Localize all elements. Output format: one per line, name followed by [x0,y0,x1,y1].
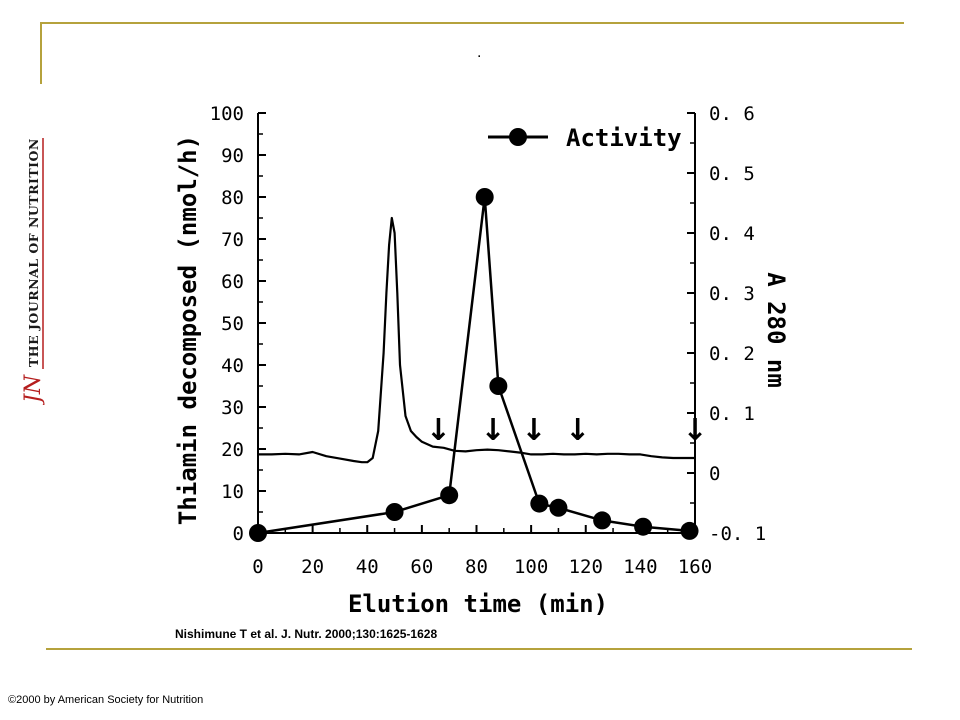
right-axis-tick-label: 0. 1 [709,403,755,425]
copyright-text: ©2000 by American Society for Nutrition [8,694,204,706]
left-axis-tick-label: 100 [210,103,244,125]
legend-marker [509,128,527,146]
a280-series [258,216,695,464]
y-right-axis-title: A 280 nm [762,272,790,388]
logo-journal-name: THE JOURNAL OF NUTRITION [26,138,41,367]
fraction-arrow: ↓ [521,413,546,448]
right-axis-tick-label: 0. 4 [709,223,755,245]
citation-text: Nishimune T et al. J. Nutr. 2000;130:162… [175,627,438,641]
left-axis-tick-label: 10 [221,481,244,503]
chart-axes [257,113,696,534]
left-axis-tick-label: 40 [221,355,244,377]
x-axis-tick-label: 40 [356,556,379,578]
left-axis-ticks: 0 10 20 30 40 50 60 70 80 90 100 [210,103,266,545]
left-axis-tick-label: 30 [221,397,244,419]
activity-point [549,498,568,517]
left-axis-tick-label: 70 [221,229,244,251]
journal-logo: JN THE JOURNAL OF NUTRITION [21,138,46,405]
slide-title-mark: . [477,44,482,61]
left-axis-tick-label: 50 [221,313,244,335]
x-axis-tick-label: 60 [410,556,433,578]
activity-point [489,377,508,395]
right-axis-ticks: -0. 1 0 0. 1 0. 2 0. 3 0. 4 0. 5 0. 6 [687,103,766,545]
right-axis-tick-label: 0. 6 [709,103,755,125]
x-axis-tick-label: 80 [465,556,488,578]
activity-point [475,188,494,206]
left-axis-tick-label: 0 [233,523,244,545]
right-axis-tick-label: 0. 5 [709,163,755,185]
activity-series [249,188,699,542]
left-axis-tick-label: 20 [221,439,244,461]
activity-point [680,521,699,540]
activity-line [257,195,690,535]
right-axis-tick-label: 0. 3 [709,283,755,305]
right-axis-tick-label: 0 [709,463,720,485]
activity-point [385,503,404,521]
fraction-arrow: ↓ [565,413,590,448]
activity-point [440,486,459,505]
x-axis-tick-label: 0 [252,556,263,578]
a280-line [258,216,695,464]
x-axis-title: Elution time (min) [348,590,608,618]
frame-left-line [40,22,42,84]
activity-point [530,494,549,513]
x-axis-tick-label: 120 [569,556,603,578]
activity-point [634,517,653,536]
fraction-arrow: ↓ [480,413,505,448]
chart-legend: Activity [488,124,682,152]
x-axis-tick-label: 160 [678,556,712,578]
y-left-axis-title: Thiamin decomposed (nmol/h) [174,135,202,525]
activity-point [249,524,267,542]
frame-bottom-line [46,648,912,650]
fraction-arrows: ↓ ↓ ↓ ↓ ↓ [426,413,708,448]
logo-initials: JN [21,374,46,405]
x-axis-tick-label: 140 [623,556,657,578]
left-axis-tick-label: 60 [221,271,244,293]
left-axis-tick-label: 90 [221,145,244,167]
frame-top-line [40,22,904,24]
right-axis-tick-label: 0. 2 [709,343,755,365]
right-axis-tick-label: -0. 1 [709,523,766,545]
legend-label-activity: Activity [566,124,682,152]
x-axis-ticks: 0 20 40 60 80 100 120 140 160 [252,525,712,578]
x-axis-tick-label: 100 [514,556,548,578]
activity-point [593,511,612,530]
left-axis-tick-label: 80 [221,187,244,209]
fraction-arrow: ↓ [682,413,707,448]
fraction-arrow: ↓ [426,413,451,448]
x-axis-tick-label: 20 [301,556,324,578]
